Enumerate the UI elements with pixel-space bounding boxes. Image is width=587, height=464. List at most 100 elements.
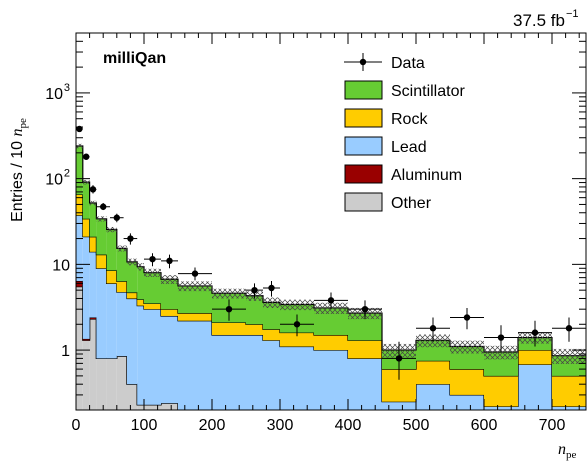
legend-label: Other	[391, 195, 432, 212]
legend-label: Lead	[391, 139, 427, 156]
uncertainty-bin-14	[280, 299, 314, 311]
bar-other-5	[116, 356, 127, 410]
bar-scintillator-7	[137, 266, 144, 300]
legend-swatch	[344, 164, 383, 184]
data-point-4	[110, 213, 124, 223]
legend-item-data: Data	[344, 53, 425, 72]
data-point-18	[484, 325, 518, 352]
bar-scintillator-3	[96, 218, 107, 255]
bar-other-8	[144, 404, 161, 410]
y-tick-label: 10	[52, 257, 70, 274]
x-tick-label: 0	[72, 417, 81, 434]
data-point-7	[161, 254, 178, 269]
y-tick-label: 10	[45, 86, 63, 103]
bar-rock-2	[89, 236, 97, 252]
bar-lead-1	[82, 236, 90, 339]
x-tick-label: 100	[131, 417, 158, 434]
bar-rock-15	[314, 334, 348, 351]
bar-rock-22	[552, 375, 586, 407]
luminosity-exponent: −1	[566, 8, 579, 20]
data-point-13	[314, 292, 348, 310]
bar-other-9	[161, 403, 178, 410]
bar-rock-21	[518, 350, 552, 365]
bar-other-7	[137, 404, 144, 410]
bar-rock-1	[82, 218, 90, 237]
bar-scintillator-13	[263, 302, 280, 330]
x-tick-label: 500	[403, 417, 430, 434]
bar-scintillator-6	[127, 261, 138, 293]
bar-rock-19	[450, 369, 484, 395]
data-point-6	[144, 253, 161, 267]
bar-rock-6	[127, 292, 138, 299]
legend-swatch	[344, 108, 383, 128]
bar-lead-16	[348, 358, 382, 410]
bar-rock-13	[263, 329, 280, 341]
data-point-17	[450, 307, 484, 330]
data-point-12	[280, 314, 314, 337]
data-point-5	[123, 233, 138, 245]
uncertainty-bin-8	[144, 268, 161, 278]
bar-lead-6	[127, 298, 138, 385]
bar-lead-15	[314, 350, 348, 410]
bar-other-1	[82, 340, 90, 410]
legend-label: Data	[391, 55, 425, 72]
y-tick-label-exponent: 3	[64, 82, 70, 94]
legend-item-rock: Rock	[344, 108, 428, 128]
bar-lead-14	[280, 346, 314, 410]
data-point-16	[416, 317, 450, 342]
bar-lead-5	[116, 292, 127, 357]
legend-label: Rock	[391, 111, 428, 128]
legend: Data Scintillator Rock Lead Aluminum Other	[344, 53, 465, 212]
bar-lead-12	[246, 334, 263, 410]
x-axis-title: npe	[558, 441, 577, 461]
x-tick-label: 400	[335, 417, 362, 434]
uncertainty-bin-13	[263, 297, 280, 309]
x-tick-label: 600	[471, 417, 498, 434]
data-point-10	[246, 283, 263, 299]
bar-lead-22	[552, 406, 586, 410]
uncertainty-bin-6	[127, 258, 138, 266]
experiment-label: milliQan	[103, 50, 166, 67]
uncertainty-bin-7	[137, 263, 144, 271]
legend-swatch	[344, 136, 383, 156]
bar-aluminum-2	[89, 317, 97, 320]
bar-lead-2	[89, 251, 97, 318]
bar-scintillator-1	[82, 182, 90, 219]
bar-rock-3	[96, 254, 107, 269]
bar-scintillator-12	[246, 295, 263, 325]
data-point-11	[263, 280, 280, 297]
uncertainty-bin-3	[96, 216, 107, 222]
bar-lead-3	[96, 268, 107, 359]
bar-other-6	[127, 384, 138, 410]
x-tick-label: 300	[267, 417, 294, 434]
bar-lead-7	[137, 305, 144, 405]
bar-lead-13	[263, 340, 280, 410]
data-point-3	[96, 202, 110, 211]
legend-label: Aluminum	[391, 167, 462, 184]
uncertainty-bin-9	[161, 275, 178, 285]
y-tick-label: 1	[61, 343, 70, 360]
bar-lead-11	[212, 334, 246, 410]
uncertainty-bin-1	[82, 179, 90, 185]
uncertainty-bin-20	[484, 345, 518, 360]
bar-other-3	[96, 358, 107, 410]
bar-lead-4	[106, 283, 117, 359]
legend-label: Scintillator	[391, 83, 465, 100]
legend-item-other: Other	[344, 192, 432, 212]
bar-rock-20	[484, 375, 518, 407]
bar-lead-8	[144, 309, 161, 405]
stack-layer	[76, 145, 586, 410]
bar-rock-18	[416, 360, 450, 385]
bar-scintillator-9	[161, 279, 178, 310]
bar-rock-8	[144, 303, 161, 310]
bar-rock-9	[161, 309, 178, 316]
data-point-2	[89, 185, 97, 194]
y-tick-label: 10	[45, 172, 63, 189]
x-tick-label: 700	[539, 417, 566, 434]
data-point-1	[82, 153, 90, 160]
uncertainty-bin-0	[76, 143, 83, 149]
uncertainty-bin-19	[450, 340, 484, 354]
bar-other-0	[76, 286, 83, 410]
